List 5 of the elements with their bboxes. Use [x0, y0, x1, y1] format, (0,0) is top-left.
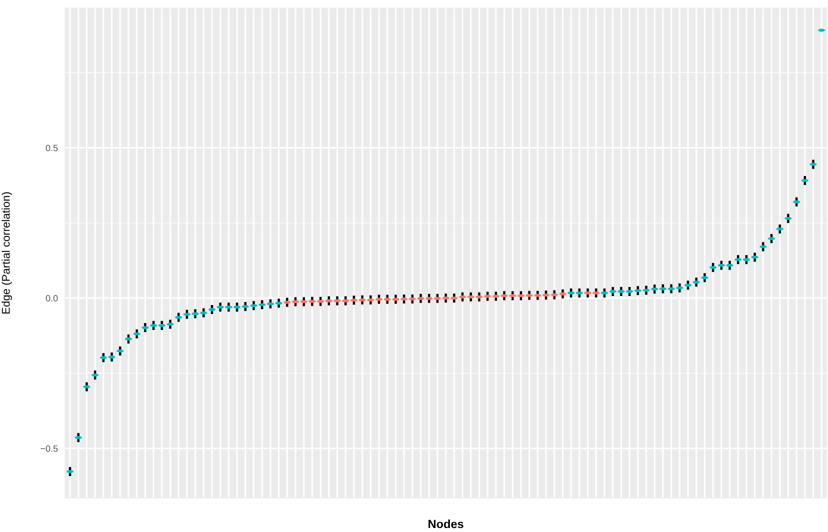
- x-axis-title: Nodes: [428, 519, 464, 528]
- y-axis-title: Edge (Partial correlation): [2, 192, 12, 314]
- y-tick-label: 0.0: [46, 295, 58, 302]
- y-tick-label: −0.5: [40, 445, 58, 452]
- y-tick-label: 0.5: [46, 144, 58, 152]
